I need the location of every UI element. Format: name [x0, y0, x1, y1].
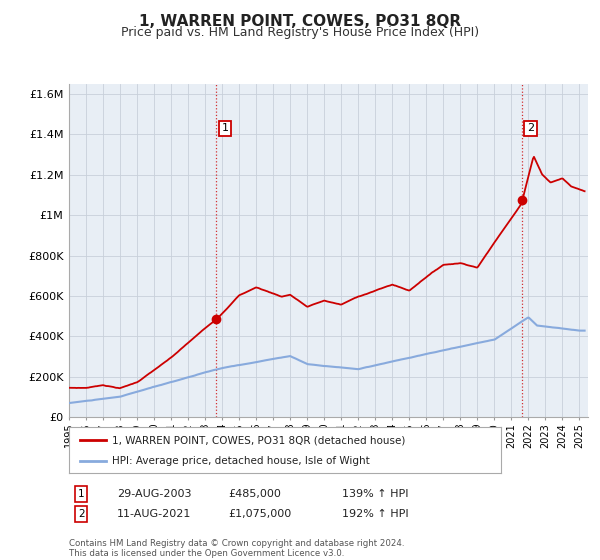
- Text: 1: 1: [78, 489, 85, 499]
- Text: 1, WARREN POINT, COWES, PO31 8QR: 1, WARREN POINT, COWES, PO31 8QR: [139, 14, 461, 29]
- Text: 192% ↑ HPI: 192% ↑ HPI: [342, 509, 409, 519]
- Text: HPI: Average price, detached house, Isle of Wight: HPI: Average price, detached house, Isle…: [112, 456, 370, 466]
- Text: 139% ↑ HPI: 139% ↑ HPI: [342, 489, 409, 499]
- Text: 1: 1: [221, 123, 229, 133]
- Text: 2: 2: [527, 123, 534, 133]
- Text: 29-AUG-2003: 29-AUG-2003: [117, 489, 191, 499]
- Text: Price paid vs. HM Land Registry's House Price Index (HPI): Price paid vs. HM Land Registry's House …: [121, 26, 479, 39]
- Text: £1,075,000: £1,075,000: [228, 509, 291, 519]
- Text: £485,000: £485,000: [228, 489, 281, 499]
- Text: 1, WARREN POINT, COWES, PO31 8QR (detached house): 1, WARREN POINT, COWES, PO31 8QR (detach…: [112, 435, 406, 445]
- Text: 2: 2: [78, 509, 85, 519]
- Text: 11-AUG-2021: 11-AUG-2021: [117, 509, 191, 519]
- Text: Contains HM Land Registry data © Crown copyright and database right 2024.
This d: Contains HM Land Registry data © Crown c…: [69, 539, 404, 558]
